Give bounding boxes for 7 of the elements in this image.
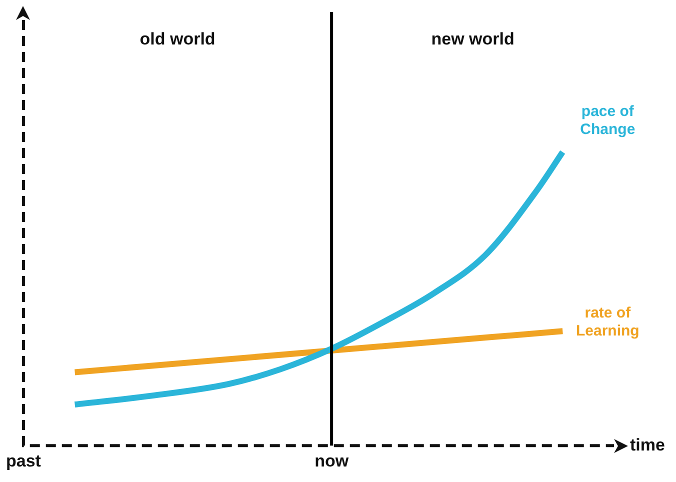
x-tick-label: now <box>314 451 350 470</box>
series-label: pace of Change <box>580 103 636 138</box>
x-tick-label: past <box>6 451 42 470</box>
text: old world <box>140 30 216 49</box>
x-axis-title: time <box>630 435 665 454</box>
text: new world <box>431 30 514 49</box>
series-label: rate of Learning <box>576 304 640 340</box>
